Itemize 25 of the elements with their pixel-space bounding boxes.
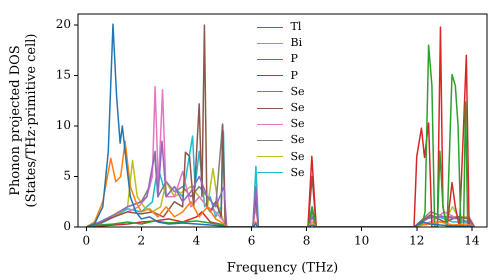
legend-label: Se (290, 132, 305, 148)
legend-label: Se (290, 84, 305, 100)
y-axis-title: Phonon projected DOS (States/THz·primitive cell) (8, 33, 39, 208)
x-tick-label: 2 (138, 233, 146, 248)
y-tick-label: 5 (63, 168, 71, 183)
x-axis-title: Frequency (THz) (226, 260, 338, 276)
legend-label: Se (290, 100, 305, 116)
y-tick-label: 20 (56, 17, 71, 32)
x-tick-label: 14 (464, 233, 480, 248)
legend-label: Se (290, 116, 305, 132)
legend-label: Se (290, 164, 305, 181)
x-tick-label: 12 (409, 233, 424, 248)
x-tick-label: 10 (354, 233, 370, 248)
x-tick-label: 0 (82, 233, 90, 248)
legend-label: P (290, 68, 298, 84)
legend-label: Bi (290, 35, 302, 52)
x-tick-label: 4 (192, 233, 201, 248)
legend-label: P (290, 51, 298, 68)
x-tick-label: 6 (248, 233, 256, 248)
y-tick-label: 0 (63, 219, 71, 234)
y-tick-label: 15 (56, 68, 71, 82)
x-tick-label: 8 (302, 233, 310, 248)
legend-label: Tl (290, 19, 302, 36)
legend-label: Se (290, 148, 305, 165)
y-tick-label: 10 (56, 118, 71, 132)
